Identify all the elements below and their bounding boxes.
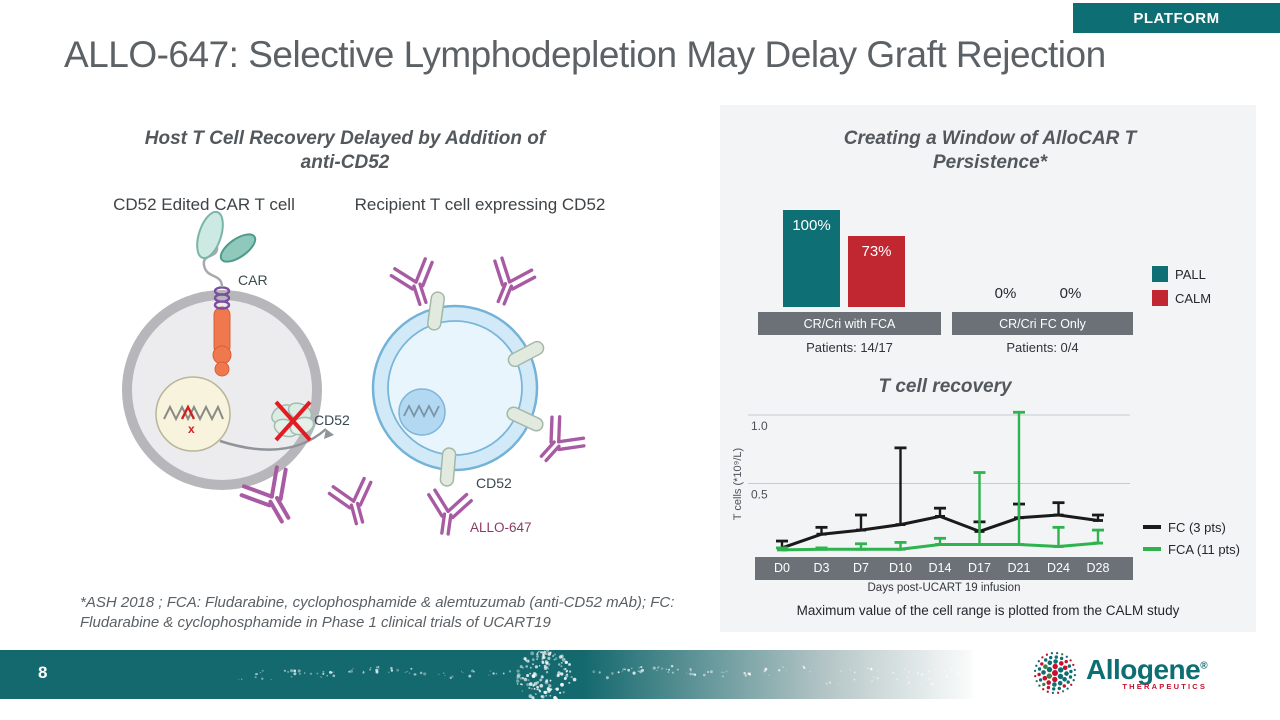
allo647-label: ALLO-647 <box>470 520 532 535</box>
legend-row: CALM <box>1152 286 1211 310</box>
scfv-light-petal <box>196 210 224 260</box>
transmembrane-coil-icon <box>213 286 231 310</box>
x-axis-caption: Days post-UCART 19 infusion <box>867 582 1021 594</box>
bar-pall: 100% <box>783 210 840 307</box>
platform-badge: PLATFORM <box>1073 3 1280 33</box>
recipient-t-cell: CD52 ALLO-647 <box>371 291 545 535</box>
legend-label: PALL <box>1175 266 1206 282</box>
legend-swatch <box>1152 290 1168 306</box>
x-tick-label: D10 <box>889 561 912 575</box>
nucleus-left <box>155 376 231 452</box>
legend-swatch <box>1152 266 1168 282</box>
footer-bar <box>0 648 973 700</box>
x-tick-label: D28 <box>1086 561 1110 575</box>
car-t-cell: x <box>122 210 350 490</box>
line-chart-svg: 1.0 0.5 <box>748 410 1130 552</box>
dna-edit-mark <box>180 404 196 420</box>
car-label: CAR <box>238 272 268 288</box>
cd52-knocked-out <box>271 400 315 442</box>
bar-zero-label: 0% <box>994 285 1017 302</box>
cd52-right-label: CD52 <box>476 475 512 491</box>
y-tick-label: 0.5 <box>751 488 768 502</box>
legend-label: FCA (11 pts) <box>1168 541 1241 557</box>
logo-dots-icon <box>1033 651 1077 695</box>
patients-label: Patients: 14/17 <box>806 340 893 355</box>
bar-value-label: 100% <box>792 217 831 234</box>
footnote: *ASH 2018 ; FCA: Fludarabine, cyclophosp… <box>80 594 675 632</box>
arrow-icon <box>219 428 327 451</box>
legend-row: FCA (11 pts) <box>1143 538 1240 560</box>
label-recipient-t-cell: Recipient T cell expressing CD52 <box>354 195 606 214</box>
x-tick-label: D7 <box>853 561 869 575</box>
legend-row: PALL <box>1152 262 1211 286</box>
figure-dots <box>238 648 961 700</box>
antibody-icon <box>479 254 539 313</box>
category-bar: CR/Cri with FCA <box>758 312 941 335</box>
series-line <box>781 541 1099 552</box>
antibody-icon <box>422 487 474 539</box>
cd52-left-label: CD52 <box>314 412 350 428</box>
dna-icon <box>403 403 440 419</box>
bar-chart: 100% 73% CR/Cri with FCA Patients: 14/17 0% 0… <box>755 205 1145 365</box>
legend-swatch <box>1143 525 1161 529</box>
scfv-dark-petal <box>219 233 257 263</box>
x-axis-bar: D0 D3 D7 D10 D14 D17 D21 D24 D28 <box>755 557 1133 580</box>
x-tick-label: D17 <box>968 561 991 575</box>
bar-calm: 73% <box>848 236 905 307</box>
allogene-logo: Allogene® THERAPEUTICS <box>1032 650 1208 696</box>
bar-value-label: 73% <box>861 243 892 261</box>
cell-diagram: x <box>122 210 590 539</box>
line-legend: FC (3 pts) FCA (11 pts) <box>1143 516 1240 560</box>
left-heading: Host T Cell Recovery Delayed by Addition… <box>144 128 546 173</box>
legend-row: FC (3 pts) <box>1143 516 1240 538</box>
knockout-x-icon: x <box>188 422 195 436</box>
logo-wordmark: Allogene® <box>1086 653 1208 685</box>
right-heading: Creating a Window of AlloCAR T Persisten… <box>843 128 1137 173</box>
x-tick-label: D24 <box>1047 561 1070 575</box>
bar-zero-label: 0% <box>1059 285 1082 302</box>
slide-title: ALLO-647: Selective Lymphodepletion May … <box>64 34 1106 75</box>
cd52-proteins <box>427 291 545 487</box>
antibody-icon <box>326 475 382 531</box>
dna-icon <box>163 404 224 422</box>
car-construct <box>196 210 257 377</box>
x-tick-label: D14 <box>928 561 952 575</box>
panel-note: Maximum value of the cell range is plott… <box>796 603 1180 618</box>
page-number: 8 <box>38 663 48 682</box>
legend-label: CALM <box>1175 290 1212 306</box>
x-tick-label: D3 <box>813 561 830 575</box>
x-tick-label: D21 <box>1007 561 1031 575</box>
x-tick-label: D0 <box>774 561 790 575</box>
patients-label: Patients: 0/4 <box>1006 340 1079 355</box>
label-car-t-cell: CD52 Edited CAR T cell <box>113 195 295 214</box>
legend-swatch <box>1143 547 1161 551</box>
logo-subtitle: THERAPEUTICS <box>1122 681 1208 691</box>
series-line <box>781 513 1099 550</box>
category-bar: CR/Cri FC Only <box>952 312 1133 335</box>
bar-legend: PALL CALM <box>1152 262 1211 310</box>
y-tick-label: 1.0 <box>751 419 768 433</box>
legend-label: FC (3 pts) <box>1168 519 1226 535</box>
line-chart-title: T cell recovery <box>878 376 1012 397</box>
